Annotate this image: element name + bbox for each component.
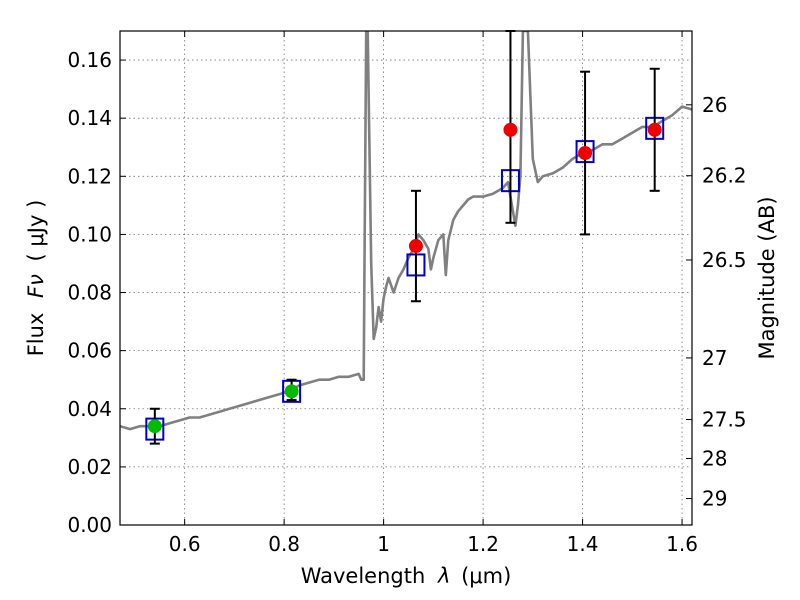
magnitude-tick-label: 28 bbox=[702, 446, 727, 470]
magnitude-tick-label: 26.5 bbox=[702, 248, 747, 272]
measured-point-marker bbox=[578, 146, 593, 161]
y-tick-label: 0.10 bbox=[67, 222, 112, 246]
x-tick-label: 1 bbox=[377, 532, 390, 556]
measured-point-marker bbox=[408, 239, 423, 254]
plot-frame bbox=[119, 30, 693, 526]
magnitude-tick-label: 27.5 bbox=[702, 408, 747, 432]
y-tick-label: 0.00 bbox=[67, 513, 112, 537]
y-tick-label: 0.04 bbox=[67, 397, 112, 421]
x-axis-title-units: (μm) bbox=[461, 564, 511, 588]
x-axis-title: Wavelength λ (μm) bbox=[301, 564, 512, 588]
magnitude-tick-label: 27 bbox=[702, 346, 727, 370]
right-axis-title: Magnitude (AB) bbox=[755, 196, 779, 359]
x-axis-title-symbol: λ bbox=[437, 564, 450, 588]
x-axis-title-prefix: Wavelength bbox=[301, 564, 426, 588]
y-tick-label: 0.02 bbox=[67, 455, 112, 479]
y-tick-label: 0.12 bbox=[67, 164, 112, 188]
spectrum-line bbox=[120, 31, 692, 431]
x-tick-label: 0.6 bbox=[169, 532, 201, 556]
x-tick-label: 1.6 bbox=[666, 532, 698, 556]
y-axis-title-units: ( μJy ) bbox=[24, 200, 48, 262]
y-tick-label: 0.14 bbox=[67, 106, 112, 130]
grid bbox=[120, 31, 692, 526]
measured-point-marker bbox=[503, 122, 518, 137]
detected-point-marker bbox=[284, 384, 299, 399]
x-tick-label: 0.8 bbox=[268, 532, 300, 556]
y-tick-label: 0.16 bbox=[67, 48, 112, 72]
magnitude-tick-label: 29 bbox=[702, 487, 727, 511]
detected-point-marker bbox=[147, 419, 162, 434]
magnitude-tick-label: 26 bbox=[702, 93, 727, 117]
plot-area bbox=[120, 31, 692, 431]
y-axis-title: Flux Fν ( μJy ) bbox=[24, 200, 48, 357]
y-axis-title-prefix: Flux bbox=[24, 313, 48, 357]
y-tick-label: 0.08 bbox=[67, 281, 112, 305]
x-tick-label: 1.2 bbox=[467, 532, 499, 556]
axes: 0.6 0.8 1 1.2 1.4 1.6 0.00 0.02 0.04 0.06 0.08 0.10… bbox=[67, 31, 747, 556]
magnitude-tick-label: 26.2 bbox=[702, 164, 747, 188]
plot-data bbox=[120, 30, 692, 445]
x-tick-label: 1.4 bbox=[567, 532, 599, 556]
y-tick-label: 0.06 bbox=[67, 339, 112, 363]
measured-point-marker bbox=[647, 122, 662, 137]
y-axis-title-symbol: Fν bbox=[24, 274, 48, 298]
